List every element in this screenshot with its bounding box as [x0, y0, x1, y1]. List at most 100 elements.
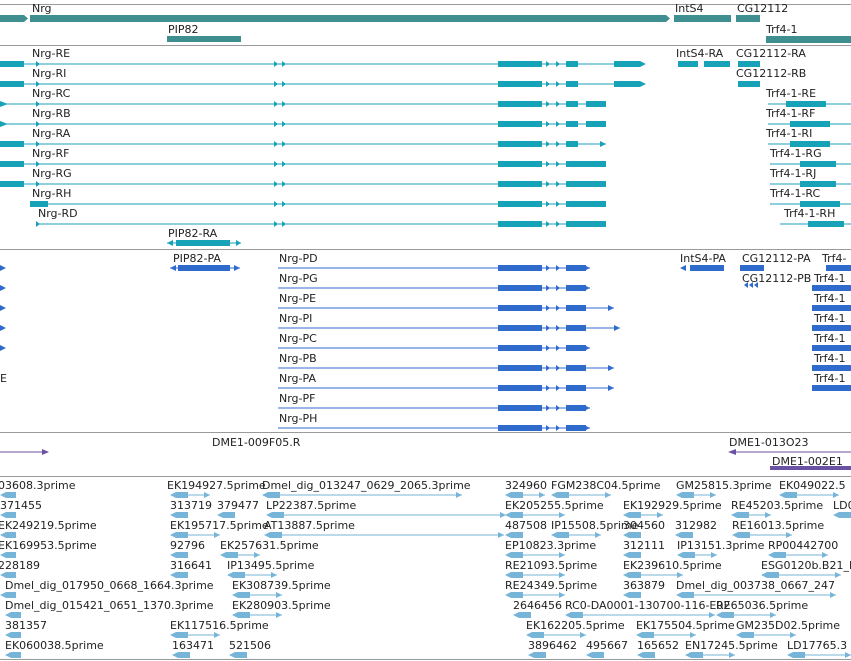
transcript-label[interactable]: Nrg-RH — [32, 187, 72, 200]
est-label[interactable]: RE24349.5prime — [505, 579, 598, 592]
protein-label[interactable]: Nrg-PE — [279, 292, 317, 305]
est-label[interactable]: AT13887.5prime — [264, 519, 355, 532]
est-label[interactable]: RP00442700 — [768, 539, 839, 552]
protein-label[interactable]: Trf4-1 — [814, 272, 846, 285]
est-glyph[interactable] — [505, 552, 565, 558]
transcript-label[interactable]: CG12112-RA — [736, 47, 806, 60]
gene-glyph-cg12112[interactable] — [736, 15, 760, 22]
est-glyph[interactable] — [637, 652, 655, 658]
protein-label[interactable]: Nrg-PI — [279, 312, 313, 325]
protein-label-partial[interactable]: E — [0, 372, 7, 385]
est-glyph[interactable] — [227, 572, 277, 578]
transcript-label[interactable]: CG12112-RB — [736, 67, 807, 80]
est-label[interactable]: Dmel_dig_015421_0651_1370.3prime — [5, 599, 214, 612]
est-label[interactable]: 381357 — [5, 619, 47, 632]
est-glyph[interactable] — [787, 652, 851, 658]
protein-label[interactable]: Nrg-PC — [279, 332, 317, 345]
est-glyph[interactable] — [505, 532, 523, 538]
protein-glyph-nrg-pi[interactable] — [278, 325, 620, 331]
est-glyph[interactable] — [505, 492, 545, 498]
est-glyph[interactable] — [732, 532, 792, 538]
repeat-glyph-dme1-002e1[interactable] — [770, 466, 851, 470]
est-glyph[interactable] — [220, 552, 260, 558]
trf4-protein-glyph[interactable] — [812, 305, 851, 311]
gene-glyph-left[interactable] — [0, 15, 28, 22]
transcript-glyph-nrg-rf[interactable] — [0, 161, 851, 167]
protein-label[interactable]: Trf4- — [822, 252, 847, 265]
est-glyph[interactable] — [170, 532, 220, 538]
est-glyph[interactable] — [264, 532, 504, 538]
est-glyph[interactable] — [229, 652, 247, 658]
gene-label-ints4[interactable]: IntS4 — [675, 2, 704, 15]
transcript-label[interactable]: Nrg-RC — [32, 87, 71, 100]
est-label[interactable]: Dmel_dig_013247_0629_2065.3prime — [262, 479, 471, 492]
gene-label-trf4-1[interactable]: Trf4-1 — [766, 23, 798, 36]
est-glyph[interactable] — [0, 592, 16, 598]
trf4-protein-glyph[interactable] — [812, 345, 851, 351]
est-glyph[interactable] — [505, 572, 565, 578]
est-label[interactable]: 379477 — [217, 499, 259, 512]
protein-label[interactable]: IntS4-PA — [680, 252, 726, 265]
transcript-label[interactable]: Trf4-1-RE — [766, 87, 817, 100]
transcript-glyph-nrg-rg[interactable] — [0, 181, 851, 187]
transcript-glyph-nrg-rc[interactable] — [0, 101, 851, 107]
est-glyph[interactable] — [731, 512, 771, 518]
gene-label-nrg[interactable]: Nrg — [32, 2, 52, 15]
protein-glyph-nrg-pa[interactable] — [278, 385, 614, 391]
est-glyph[interactable] — [232, 592, 282, 598]
trf4-protein-glyph[interactable] — [826, 265, 851, 271]
est-glyph[interactable] — [0, 492, 16, 498]
protein-label[interactable]: Trf4-1 — [814, 332, 846, 345]
est-glyph[interactable] — [551, 532, 601, 538]
est-label[interactable]: 165652 — [637, 639, 679, 652]
est-label[interactable]: Dmel_dig_003738_0667_247 — [676, 579, 836, 592]
protein-glyph-nrg-pc[interactable] — [278, 345, 590, 351]
est-label[interactable]: 363879 — [623, 579, 665, 592]
transcript-label[interactable]: Nrg-RG — [32, 167, 72, 180]
est-glyph[interactable] — [262, 492, 462, 498]
transcript-label[interactable]: Trf4-1-RJ — [770, 167, 817, 180]
est-glyph[interactable] — [526, 632, 586, 638]
repeat-label[interactable]: DME1-013O23 — [729, 436, 809, 449]
gene-glyph-ints4[interactable] — [674, 15, 731, 22]
protein-label[interactable]: Nrg-PG — [279, 272, 318, 285]
est-label[interactable]: RE65036.5prime — [716, 599, 809, 612]
protein-glyph-ints4-pa[interactable] — [680, 265, 724, 271]
est-label[interactable]: EK117516.5prime — [170, 619, 269, 632]
est-glyph[interactable] — [716, 612, 776, 618]
protein-label[interactable]: Nrg-PD — [279, 252, 318, 265]
transcript-glyph-pip82-ra[interactable] — [167, 240, 241, 246]
est-label[interactable]: RE21093.5prime — [505, 559, 598, 572]
protein-label[interactable]: Nrg-PA — [279, 372, 316, 385]
est-label[interactable]: 313719 — [170, 499, 212, 512]
transcript-label[interactable]: Nrg-RI — [32, 67, 67, 80]
est-glyph[interactable] — [677, 552, 717, 558]
transcript-label[interactable]: PIP82-RA — [168, 227, 218, 240]
est-glyph[interactable] — [170, 552, 188, 558]
est-label[interactable]: EK169953.5prime — [0, 539, 97, 552]
gene-label-cg12112[interactable]: CG12112 — [737, 2, 789, 15]
est-label[interactable]: 495667 — [586, 639, 628, 652]
est-label[interactable]: EK257631.5prime — [220, 539, 319, 552]
est-glyph[interactable] — [5, 652, 21, 658]
est-label[interactable]: GM25815.3prime — [676, 479, 772, 492]
gene-glyph-pip82[interactable] — [167, 36, 241, 42]
protein-label[interactable]: Trf4-1 — [814, 352, 846, 365]
gene-label-pip82[interactable]: PIP82 — [168, 23, 199, 36]
est-label[interactable]: EK175504.5prime — [636, 619, 735, 632]
est-glyph[interactable] — [513, 612, 531, 618]
est-label[interactable]: 2646456 — [513, 599, 562, 612]
est-label[interactable]: RE45203.5prime — [731, 499, 824, 512]
est-glyph[interactable] — [623, 592, 641, 598]
protein-glyph-nrg-pe[interactable] — [278, 305, 614, 311]
transcript-label[interactable]: Trf4-1-RH — [784, 207, 836, 220]
est-glyph[interactable] — [623, 552, 641, 558]
protein-label[interactable]: Nrg-PH — [279, 412, 318, 425]
est-label[interactable]: 03608.3prime — [0, 479, 76, 492]
est-label[interactable]: EK192929.5prime — [623, 499, 722, 512]
est-glyph[interactable] — [505, 512, 565, 518]
protein-label[interactable]: CG12112-PB — [742, 272, 812, 285]
est-label[interactable]: RC0-DA0001-130700-116-E02 — [565, 599, 731, 612]
est-glyph[interactable] — [676, 492, 716, 498]
est-glyph[interactable] — [170, 512, 188, 518]
